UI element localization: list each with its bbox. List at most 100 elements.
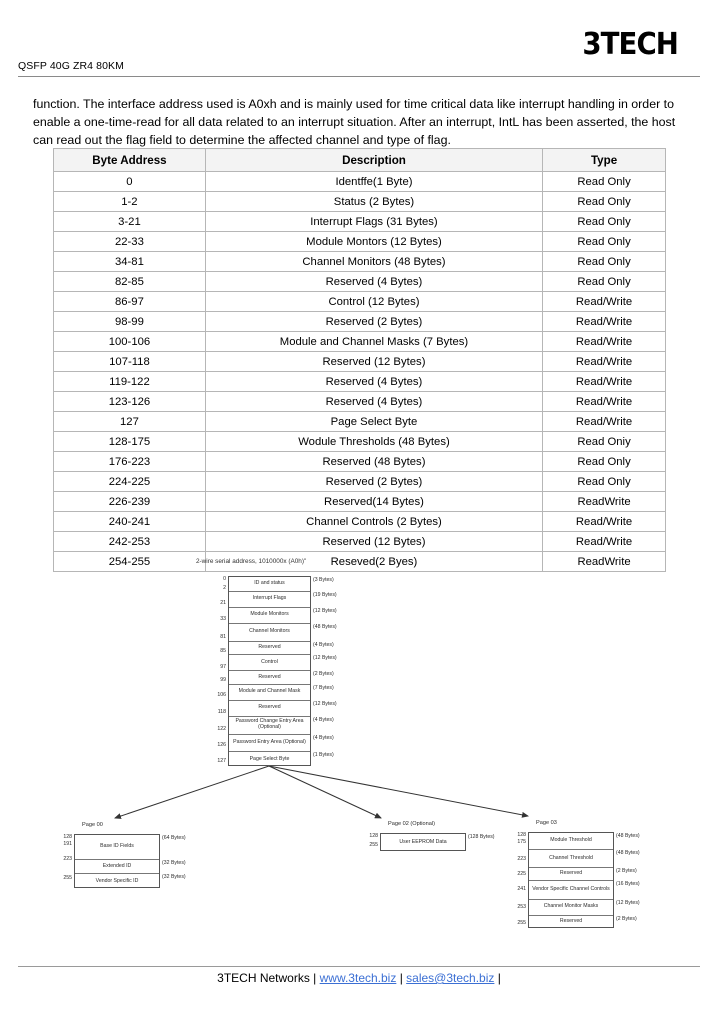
cell-description: Channel Controls (2 Bytes) xyxy=(204,511,544,532)
footer-email-link[interactable]: sales@3tech.biz xyxy=(406,971,495,985)
region-size-label: (2 Bytes) xyxy=(313,671,334,678)
region-address-label: 191 xyxy=(63,841,72,847)
region-address-label: 85 xyxy=(220,648,226,654)
cell-type: Read/Write xyxy=(542,391,666,412)
cell-description: Interrupt Flags (31 Bytes) xyxy=(204,211,544,232)
region-size-label: (12 Bytes) xyxy=(616,899,640,906)
region-address-label: 0 xyxy=(223,576,226,582)
footer-company: 3TECH Networks xyxy=(217,971,310,985)
cell-byte-address: 82-85 xyxy=(53,271,206,292)
cell-byte-address: 176-223 xyxy=(53,451,206,472)
region-size-label: (128 Bytes) xyxy=(468,834,495,840)
memory-region: Module Monitors xyxy=(229,608,310,624)
column-header-byte-address: Byte Address xyxy=(53,148,206,172)
cell-type: Read/Write xyxy=(542,371,666,392)
memory-region: Password Change Entry Area (Optional) xyxy=(229,717,310,735)
table-row: 242-253 Reserved (12 Bytes) Read/Write xyxy=(53,531,666,552)
memory-region: Reserved xyxy=(559,918,583,925)
region-address-label: 253 xyxy=(517,904,526,910)
brand-logo: 3TECH xyxy=(582,27,679,62)
footer-separator-2: | xyxy=(399,971,403,985)
cell-byte-address: 119-122 xyxy=(53,371,206,392)
page-footer: 3TECH Networks | www.3tech.biz | sales@3… xyxy=(0,971,718,985)
cell-type: ReadWrite xyxy=(542,551,666,572)
table-row: 254-255 Reseved(2 Byes) ReadWrite xyxy=(53,551,666,572)
region-address-label: 81 xyxy=(220,634,226,640)
table-row: 128-175 Wodule Thresholds (48 Bytes) Read … xyxy=(53,431,666,452)
region-address-label: 225 xyxy=(517,871,526,877)
region-size-label: (32 Bytes) xyxy=(162,859,186,866)
region-address-label: 128 xyxy=(369,833,378,839)
region-address-label: 255 xyxy=(517,920,526,926)
cell-type: Read Oniy xyxy=(542,431,666,452)
cell-type: Read Only xyxy=(542,211,666,232)
region-address-label: 106 xyxy=(217,692,226,698)
table-row: 3-21 Interrupt Flags (31 Bytes) Read Only xyxy=(53,211,666,232)
cell-description: Module and Channel Masks (7 Bytes) xyxy=(204,331,544,352)
column-header-type: Type xyxy=(542,148,666,172)
cell-byte-address: 86-97 xyxy=(53,291,206,312)
region-address-label: 128 xyxy=(517,832,526,838)
page02-block: User EEPROM Data xyxy=(380,833,466,851)
cell-byte-address: 127 xyxy=(53,411,206,432)
cell-description: Status (2 Bytes) xyxy=(204,191,544,212)
region-size-label: (3 Bytes) xyxy=(313,577,334,583)
region-size-label: (48 Bytes) xyxy=(616,833,640,839)
page03-title: Page 03 xyxy=(536,820,557,826)
footer-separator-1: | xyxy=(313,971,317,985)
memory-region: Module and Channel Mask xyxy=(229,685,310,701)
table-row: 226-239 Reserved(14 Bytes) ReadWrite xyxy=(53,491,666,512)
footer-website-link[interactable]: www.3tech.biz xyxy=(319,971,397,985)
lower-memory-block: ID and status Interrupt Flags Module Monit… xyxy=(228,576,311,766)
cell-description: Identffe(1 Byte) xyxy=(204,171,544,192)
document-subtitle: QSFP 40G ZR4 80KM xyxy=(18,60,124,72)
memory-map-diagram: 2-wire serial address, 1010000x (A0h)" I… xyxy=(0,556,718,936)
region-address-label: 175 xyxy=(517,839,526,845)
cell-type: Read Only xyxy=(542,471,666,492)
cell-description: Channel Monitors (48 Bytes) xyxy=(204,251,544,272)
cell-byte-address: 224-225 xyxy=(53,471,206,492)
region-size-label: (12 Bytes) xyxy=(313,607,337,614)
memory-region: Reserved xyxy=(229,701,310,717)
cell-description: Reserved(14 Bytes) xyxy=(204,491,544,512)
cell-type: Read/Write xyxy=(542,351,666,372)
region-size-label: (12 Bytes) xyxy=(313,700,337,707)
cell-type: Read/Write xyxy=(542,291,666,312)
cell-byte-address: 0 xyxy=(53,171,206,192)
cell-byte-address: 226-239 xyxy=(53,491,206,512)
cell-byte-address: 98-99 xyxy=(53,311,206,332)
table-row: 34-81 Channel Monitors (48 Bytes) Read Onl… xyxy=(53,251,666,272)
table-row: 119-122 Reserved (4 Bytes) Read/Write xyxy=(53,371,666,392)
memory-region: User EEPROM Data xyxy=(399,839,447,846)
cell-type: Read Only xyxy=(542,191,666,212)
page00-title: Page 00 xyxy=(82,822,103,828)
page03-block: Module Threshold Channel Threshold Reserve… xyxy=(528,832,614,928)
cell-description: Reserved (4 Bytes) xyxy=(204,371,544,392)
memory-region: Extended ID xyxy=(75,860,159,875)
cell-description: Control (12 Bytes) xyxy=(204,291,544,312)
region-address-label: 223 xyxy=(63,856,72,862)
cell-type: Read Only xyxy=(542,271,666,292)
cell-description: Module Montors (12 Bytes) xyxy=(204,231,544,252)
table-row: 127 Page Select Byte Read/Write xyxy=(53,411,666,432)
region-size-label: (16 Bytes) xyxy=(616,881,640,887)
memory-region: Vendor Specific ID xyxy=(95,877,139,884)
region-address-label: 99 xyxy=(220,677,226,683)
region-size-label: (2 Bytes) xyxy=(616,867,637,874)
cell-description: Reseved(2 Byes) xyxy=(204,551,544,572)
cell-description: Page Select Byte xyxy=(204,411,544,432)
region-address-label: 241 xyxy=(517,886,526,892)
cell-byte-address: 128-175 xyxy=(53,431,206,452)
cell-type: Read/Write xyxy=(542,311,666,332)
table-row: 82-85 Reserved (4 Bytes) Read Only xyxy=(53,271,666,292)
region-size-label: (7 Bytes) xyxy=(313,684,334,691)
cell-type: Read Only xyxy=(542,251,666,272)
page-header: 3TECH QSFP 40G ZR4 80KM xyxy=(0,0,718,80)
intro-paragraph: function. The interface address used is … xyxy=(33,97,676,147)
cell-description: Reserved (48 Bytes) xyxy=(204,451,544,472)
cell-type: Read/Write xyxy=(542,411,666,432)
region-address-label: 126 xyxy=(217,742,226,748)
memory-region: Channel Threshold xyxy=(529,850,613,868)
region-address-label: 127 xyxy=(217,758,226,764)
table-row: 1-2 Status (2 Bytes) Read Only xyxy=(53,191,666,212)
